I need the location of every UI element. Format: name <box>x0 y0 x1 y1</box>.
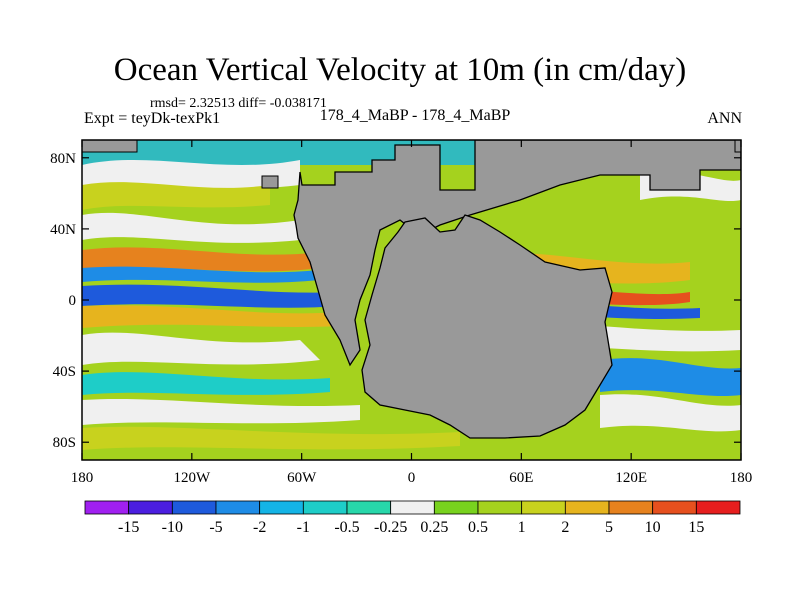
subtropical-blue-band <box>82 266 320 283</box>
colorbar-swatch <box>564 500 610 515</box>
colorbar-swatch <box>433 500 479 515</box>
southern-yellow-band <box>82 426 460 450</box>
east-basin-white-south <box>600 394 741 432</box>
colorbar-label: -5 <box>209 519 222 536</box>
colorbar-label: 0.25 <box>420 519 448 536</box>
colorbar-label: 10 <box>645 519 661 536</box>
colorbar-swatch <box>477 500 523 515</box>
case-label: 178_4_MaBP - 178_4_MaBP <box>319 107 511 124</box>
x-tick-label: 60W <box>287 470 317 486</box>
stats-label: rmsd= 2.32513 diff= -0.038171 <box>150 96 327 111</box>
x-tick-label: 60E <box>509 470 533 486</box>
x-tick-label: 0 <box>408 470 416 486</box>
colorbar-label: 5 <box>605 519 613 536</box>
colorbar-swatch <box>171 500 217 515</box>
y-axis: 80N 40N 0 40S 80S <box>50 151 741 451</box>
subtropical-orange-band <box>82 247 320 272</box>
colorbar-swatch <box>84 500 130 515</box>
land-western-continent <box>293 140 741 367</box>
colorbar-label: -10 <box>162 519 183 536</box>
land-southern-continent <box>361 214 613 439</box>
colorbar: -15 -10 -5 -2 -1 -0.5 -0.25 0.25 0.5 1 2 5 10 15 <box>84 500 741 536</box>
east-basin-blue-zone <box>600 358 741 397</box>
colorbar-swatch <box>695 500 741 515</box>
colorbar-swatch <box>652 500 697 515</box>
colorbar-swatch <box>521 500 566 515</box>
southern-white-band <box>82 398 360 425</box>
colorbar-label: 15 <box>688 519 704 536</box>
y-tick-label: 80S <box>53 435 76 451</box>
colorbar-swatch <box>215 500 261 515</box>
colorbar-swatch <box>259 500 304 515</box>
y-tick-label: 40N <box>50 222 76 238</box>
land-small-island <box>261 175 279 189</box>
colorbar-label: 1 <box>518 519 526 536</box>
colorbar-swatch <box>608 500 654 515</box>
experiment-label: Expt = teyDk-texPk1 <box>84 110 221 127</box>
x-axis: 180 120W 60W 0 60E 120E 180 <box>71 140 753 486</box>
colorbar-label: -15 <box>118 519 139 536</box>
equatorial-blue-band <box>82 284 340 308</box>
x-tick-label: 120W <box>173 470 211 486</box>
midlat-white-zone <box>82 212 300 243</box>
y-tick-label: 80N <box>50 151 76 167</box>
colorbar-label: 0.5 <box>468 519 488 536</box>
chart-title: Ocean Vertical Velocity at 10m (in cm/da… <box>113 52 687 88</box>
land-arctic-island-west <box>82 140 138 153</box>
colorbar-swatch <box>390 500 435 515</box>
equatorial-yellow-band <box>82 305 340 328</box>
x-tick-label: 180 <box>730 470 753 486</box>
x-tick-label: 120E <box>615 470 647 486</box>
colorbar-swatch <box>302 500 348 515</box>
land-arctic-island-east <box>734 140 741 153</box>
y-tick-label: 40S <box>53 364 76 380</box>
colorbar-swatch <box>346 500 392 515</box>
y-tick-label: 0 <box>69 293 77 309</box>
south-white-zone <box>82 332 320 365</box>
colorbar-swatch <box>128 500 173 515</box>
colorbar-label: -0.25 <box>374 519 407 536</box>
x-tick-label: 180 <box>71 470 94 486</box>
colorbar-label: 2 <box>561 519 569 536</box>
south-cyan-band <box>82 372 330 395</box>
colorbar-label: -0.5 <box>334 519 359 536</box>
north-yellow-zone <box>82 182 270 210</box>
season-label: ANN <box>707 110 742 127</box>
plot-area <box>82 140 741 460</box>
colorbar-label: -1 <box>297 519 310 536</box>
colorbar-label: -2 <box>253 519 266 536</box>
north-white-zone <box>82 160 300 190</box>
